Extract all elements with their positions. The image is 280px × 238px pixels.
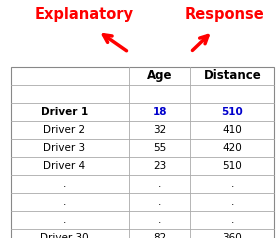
Text: Distance: Distance <box>204 69 261 82</box>
Text: Driver 2: Driver 2 <box>43 125 85 135</box>
Text: Driver 30: Driver 30 <box>40 233 89 238</box>
Text: .: . <box>63 215 66 225</box>
Text: .: . <box>63 179 66 189</box>
Text: 82: 82 <box>153 233 166 238</box>
Text: .: . <box>231 197 234 207</box>
Text: 510: 510 <box>221 107 243 117</box>
Text: Driver 3: Driver 3 <box>43 143 85 153</box>
Text: .: . <box>158 215 161 225</box>
Text: .: . <box>231 215 234 225</box>
Text: 410: 410 <box>223 125 242 135</box>
Text: 18: 18 <box>152 107 167 117</box>
Text: Explanatory: Explanatory <box>34 7 134 22</box>
Text: .: . <box>63 197 66 207</box>
Text: 23: 23 <box>153 161 166 171</box>
Text: .: . <box>231 179 234 189</box>
Text: Driver 1: Driver 1 <box>41 107 88 117</box>
Text: Driver 4: Driver 4 <box>43 161 85 171</box>
Text: Response: Response <box>184 7 264 22</box>
Text: .: . <box>158 197 161 207</box>
Text: 55: 55 <box>153 143 166 153</box>
Text: .: . <box>158 179 161 189</box>
Text: 510: 510 <box>223 161 242 171</box>
Text: 360: 360 <box>223 233 242 238</box>
Text: Age: Age <box>147 69 172 82</box>
Text: 32: 32 <box>153 125 166 135</box>
Text: 420: 420 <box>223 143 242 153</box>
Bar <box>11 67 274 238</box>
